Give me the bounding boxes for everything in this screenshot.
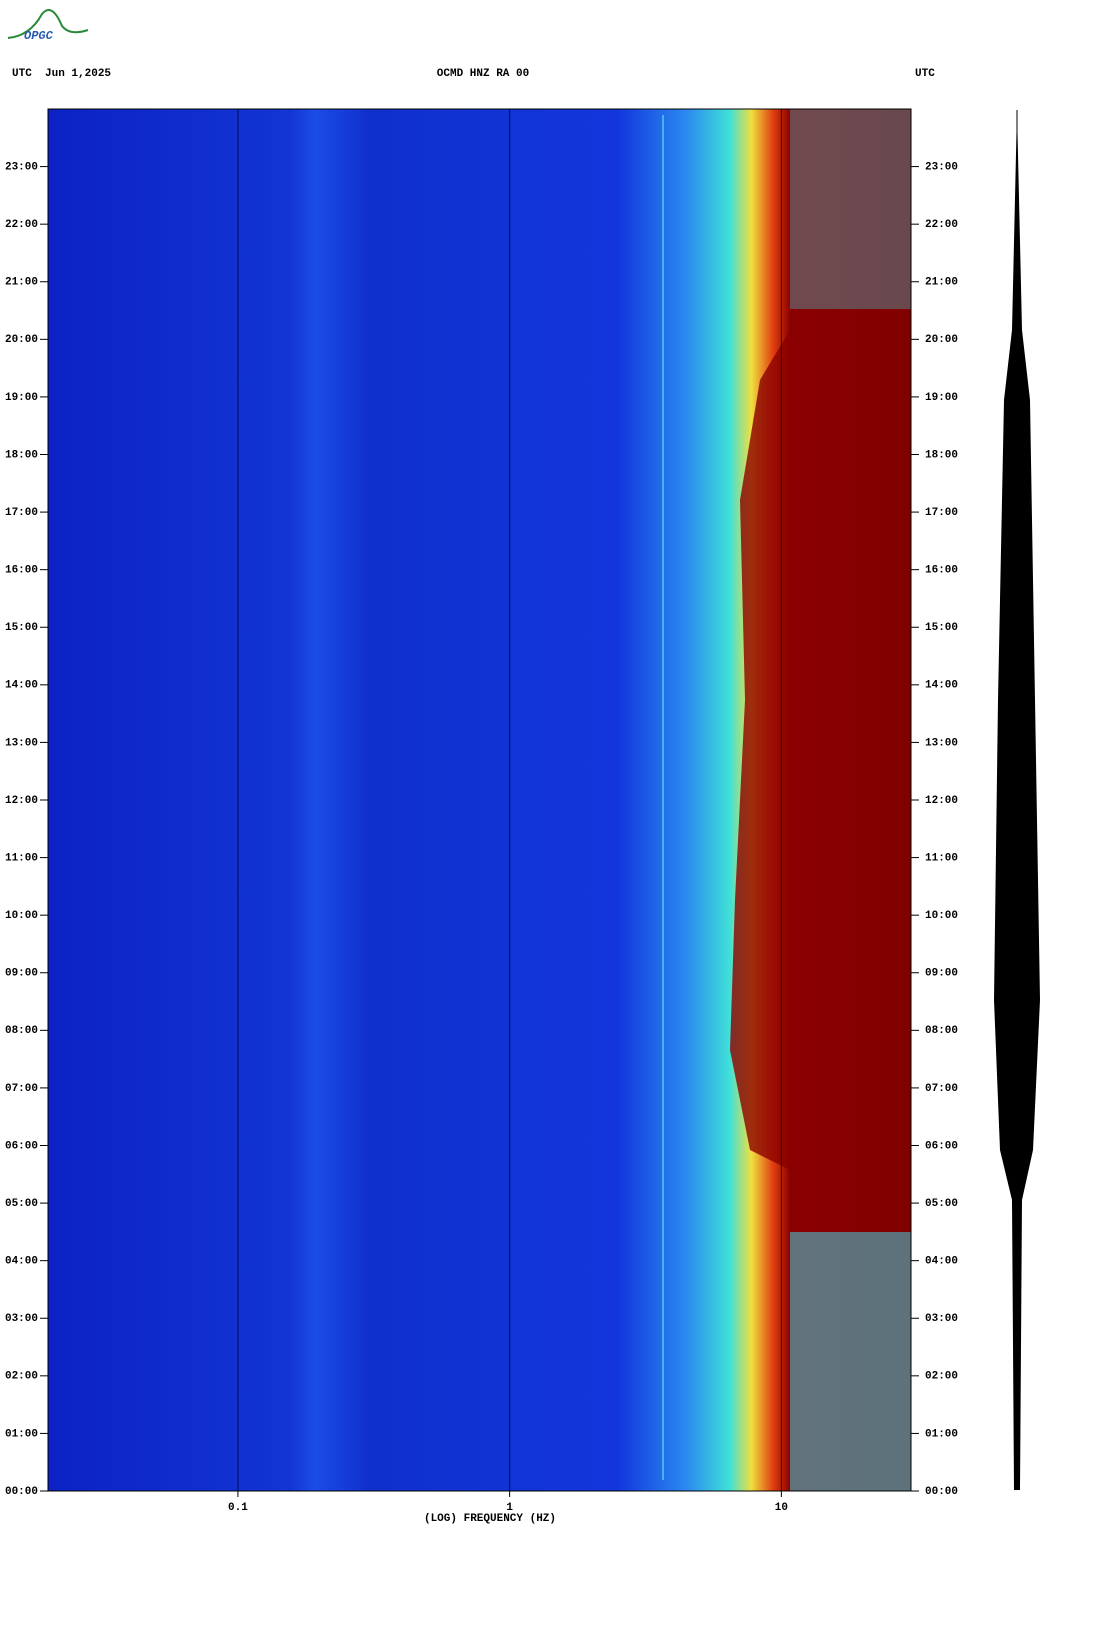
x-tick-label: 10: [775, 1502, 788, 1514]
y-tick-label: 19:00: [925, 392, 958, 404]
y-tick-label: 15:00: [925, 622, 958, 634]
y-tick-label: 22:00: [925, 219, 958, 231]
x-axis-label: (LOG) FREQUENCY (HZ): [424, 1513, 556, 1525]
y-tick-label: 16:00: [925, 565, 958, 577]
y-tick-label: 08:00: [5, 1025, 38, 1037]
y-tick-label: 17:00: [925, 507, 958, 519]
y-tick-label: 01:00: [5, 1428, 38, 1440]
y-tick-label: 10:00: [925, 910, 958, 922]
chart-title: OCMD HNZ RA 00: [437, 68, 529, 80]
y-tick-label: 05:00: [5, 1198, 38, 1210]
y-tick-label: 03:00: [925, 1313, 958, 1325]
y-tick-label: 22:00: [5, 219, 38, 231]
y-tick-label: 09:00: [5, 968, 38, 980]
y-tick-label: 18:00: [925, 449, 958, 461]
y-tick-label: 16:00: [5, 565, 38, 577]
y-tick-label: 13:00: [5, 737, 38, 749]
logo-mark: [7, 9, 89, 39]
x-tick-label: 0.1: [228, 1502, 248, 1514]
seismogram-trace: [994, 110, 1040, 1490]
y-tick-label: 09:00: [925, 968, 958, 980]
y-tick-label: 18:00: [5, 449, 38, 461]
y-tick-label: 07:00: [5, 1083, 38, 1095]
logo: OPGC: [24, 29, 54, 43]
y-tick-label: 17:00: [5, 507, 38, 519]
y-tick-label: 10:00: [5, 910, 38, 922]
y-tick-label: 12:00: [925, 795, 958, 807]
y-tick-label: 21:00: [925, 277, 958, 289]
y-tick-label: 20:00: [5, 334, 38, 346]
spectrogram-night: [790, 109, 911, 309]
y-tick-label: 06:00: [925, 1140, 958, 1152]
y-tick-label: 11:00: [5, 852, 38, 864]
x-tick-label: 1: [506, 1502, 513, 1514]
y-tick-label: 21:00: [5, 277, 38, 289]
y-tick-label: 06:00: [5, 1140, 38, 1152]
right-label: UTC: [915, 68, 935, 80]
y-tick-label: 01:00: [925, 1428, 958, 1440]
y-tick-label: 04:00: [925, 1256, 958, 1268]
y-tick-label: 14:00: [5, 680, 38, 692]
spectrogram-night: [790, 1232, 911, 1491]
y-tick-label: 04:00: [5, 1256, 38, 1268]
y-tick-label: 02:00: [925, 1371, 958, 1383]
y-tick-label: 23:00: [925, 161, 958, 173]
y-tick-label: 20:00: [925, 334, 958, 346]
y-tick-label: 23:00: [5, 161, 38, 173]
date-label: UTC Jun 1,2025: [12, 68, 111, 80]
y-tick-label: 00:00: [5, 1486, 38, 1498]
y-tick-label: 19:00: [5, 392, 38, 404]
y-tick-label: 08:00: [925, 1025, 958, 1037]
y-tick-label: 02:00: [5, 1371, 38, 1383]
spectrogram-day: [730, 330, 790, 1170]
y-tick-label: 07:00: [925, 1083, 958, 1095]
y-tick-label: 14:00: [925, 680, 958, 692]
y-tick-label: 15:00: [5, 622, 38, 634]
y-tick-label: 11:00: [925, 852, 958, 864]
y-tick-label: 05:00: [925, 1198, 958, 1210]
y-tick-label: 00:00: [925, 1486, 958, 1498]
y-tick-label: 03:00: [5, 1313, 38, 1325]
y-tick-label: 12:00: [5, 795, 38, 807]
y-tick-label: 13:00: [925, 737, 958, 749]
